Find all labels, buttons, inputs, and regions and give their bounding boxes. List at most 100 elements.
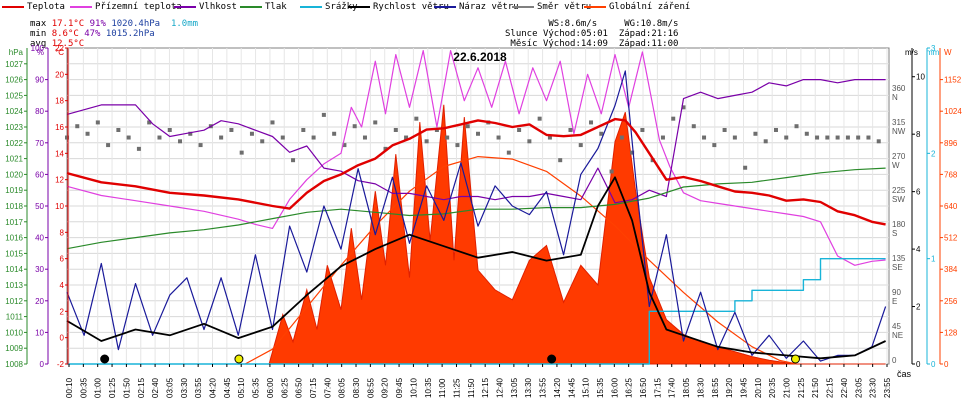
wind-direction-point xyxy=(671,116,676,121)
x-axis-label: čas xyxy=(897,369,912,379)
series-layer xyxy=(66,49,887,365)
series-ground-temperature xyxy=(66,49,886,266)
sun-label: Slunce xyxy=(505,29,538,39)
stats-max-hum: 91% xyxy=(89,19,106,29)
radiation-tick-label: 768 xyxy=(944,170,958,179)
pressure-axis-tick-label: 1008 xyxy=(5,360,23,369)
x-tick-label: 04:20 xyxy=(209,377,218,398)
wind-direction-point xyxy=(640,127,645,132)
wind-direction-point xyxy=(599,131,604,136)
wind-direction-point xyxy=(445,135,450,140)
humidity-axis-tick-label: 100 xyxy=(31,44,45,53)
x-tick-label: 11:50 xyxy=(467,378,476,398)
x-tick-label: 18:05 xyxy=(682,377,691,398)
legend-item: Teplota xyxy=(2,2,65,12)
pressure-axis-unit: hPa xyxy=(9,48,24,57)
legend-label: Náraz větru xyxy=(459,2,519,12)
axes-layer: 1008100910101011101210131014101510161017… xyxy=(5,44,962,398)
wind-direction-point xyxy=(85,131,90,136)
legend-item: Přízemní teplota xyxy=(70,2,182,12)
x-tick-label: 06:25 xyxy=(280,377,289,398)
pressure-axis-tick-label: 1013 xyxy=(5,281,23,290)
x-tick-label: 03:55 xyxy=(194,377,203,398)
wind-direction-point xyxy=(229,127,234,132)
radiation-tick-label: 256 xyxy=(944,297,958,306)
humidity-axis-tick-label: 50 xyxy=(35,202,44,211)
wind-gust-max: WG:10.8m/s xyxy=(624,19,679,29)
rain-tick-label: 2 xyxy=(931,149,936,158)
wind-direction-point xyxy=(722,127,727,132)
wind-dir-tick-label: 315 xyxy=(892,118,906,127)
pressure-axis-tick-label: 1023 xyxy=(5,123,23,132)
rain-tick-label: 0 xyxy=(931,360,936,369)
wind-dir-tick-label: 360 xyxy=(892,84,906,93)
series-radiation-area xyxy=(67,104,886,365)
series-temperature xyxy=(66,117,886,226)
wind-direction-point xyxy=(188,131,193,136)
x-tick-label: 14:45 xyxy=(567,377,576,398)
temperature-axis-tick-label: 20 xyxy=(55,70,64,79)
legend-label: Teplota xyxy=(27,2,65,12)
wind-direction-point xyxy=(332,131,337,136)
wind-speed-tick-label: 6 xyxy=(916,188,921,197)
humidity-axis-tick-label: 10 xyxy=(35,328,44,337)
wind-direction-point xyxy=(239,150,244,155)
wind-direction-point xyxy=(270,120,275,125)
x-tick-label: 16:50 xyxy=(639,377,648,398)
legend-label: Srážky xyxy=(325,2,358,12)
wind-direction-point xyxy=(424,139,429,144)
pressure-axis-tick-label: 1012 xyxy=(5,297,23,306)
x-tick-label: 18:30 xyxy=(696,377,705,398)
stats-min-hum: 47% xyxy=(84,29,101,39)
wind-direction-point xyxy=(219,135,224,140)
legend-label: Tlak xyxy=(265,2,287,12)
x-tick-label: 22:40 xyxy=(840,377,849,398)
x-tick-label: 21:25 xyxy=(797,377,806,398)
temperature-axis-tick-label: 2 xyxy=(60,307,65,316)
wind-dir-tick-label: 180 xyxy=(892,220,906,229)
wind-direction-point xyxy=(65,135,69,140)
x-tick-label: 17:40 xyxy=(668,377,677,398)
radiation-tick-label: 512 xyxy=(944,234,958,243)
wind-direction-point xyxy=(619,135,624,140)
x-tick-label: 01:00 xyxy=(94,377,103,398)
legend-label: Směr větru xyxy=(537,2,592,12)
humidity-axis-tick-label: 80 xyxy=(35,107,44,116)
temperature-axis-tick-label: 4 xyxy=(60,281,65,290)
wind-direction-point xyxy=(589,120,594,125)
pressure-axis-tick-label: 1022 xyxy=(5,139,23,148)
legend-swatch xyxy=(2,5,24,8)
x-tick-label: 16:25 xyxy=(625,377,634,398)
wind-dir-tick-label: 225 xyxy=(892,186,906,195)
legend-swatch xyxy=(300,5,322,8)
sun-row: Slunce Východ:05:01 Západ:21:16 xyxy=(505,29,678,39)
wind-direction-point xyxy=(157,135,162,140)
pressure-axis-tick-label: 1011 xyxy=(6,313,24,322)
wind-direction-point xyxy=(465,124,470,129)
series-wind-gust xyxy=(66,70,887,362)
wind-direction-point xyxy=(743,165,748,170)
wind-direction-point xyxy=(794,124,799,129)
x-tick-label: 10:10 xyxy=(409,377,418,398)
wind-dir-tick-label: NW xyxy=(892,127,906,136)
x-tick-label: 02:40 xyxy=(151,377,160,398)
wind-max-row: WS:8.6m/s WG:10.8m/s xyxy=(505,19,678,29)
wind-direction-point xyxy=(630,150,635,155)
wind-direction-point xyxy=(681,105,686,110)
humidity-axis-unit: % xyxy=(37,48,44,57)
wind-dir-tick-label: E xyxy=(892,297,897,306)
x-tick-label: 08:30 xyxy=(352,377,361,398)
stats-block: max 17.1°C 91% 1020.4hPa 1.0mm min 8.6°C… xyxy=(30,19,198,49)
marker-sunrise xyxy=(234,354,244,364)
pressure-axis-tick-label: 1024 xyxy=(5,107,23,116)
radiation-tick-label: 1152 xyxy=(944,76,962,85)
wind-direction-point xyxy=(835,135,840,140)
wind-direction-point xyxy=(578,143,583,148)
wind-direction-point xyxy=(95,120,100,125)
x-tick-label: 11:25 xyxy=(452,378,461,398)
stats-min-temp: 8.6°C xyxy=(51,29,79,39)
wind-direction-point xyxy=(496,135,501,140)
wind-direction-point xyxy=(75,124,80,129)
legend-item: Srážky xyxy=(300,2,358,12)
